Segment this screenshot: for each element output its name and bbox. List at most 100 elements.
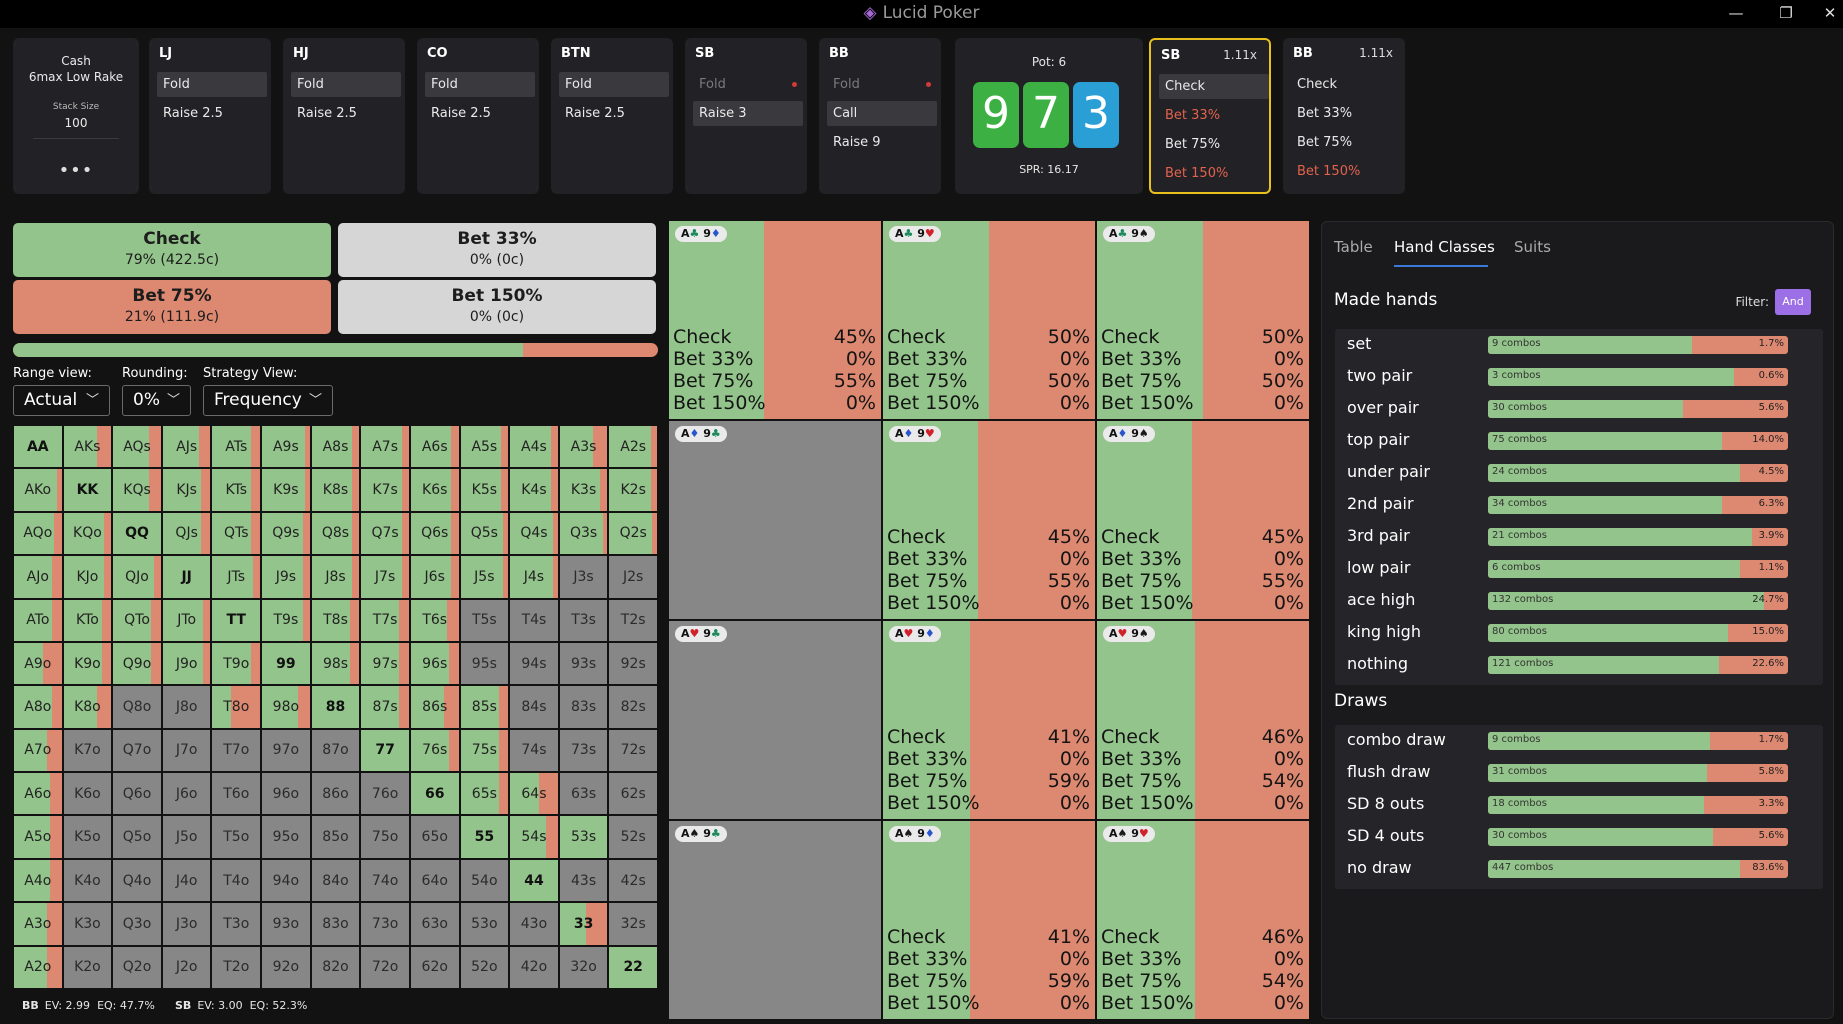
hand-class-row[interactable]: 3rd pair 21 combos 3.9%	[1335, 521, 1823, 553]
hand-cell[interactable]: J7s	[360, 555, 410, 599]
combo-cell[interactable]: A♥ 9♠ Check 46% Bet 33% 0% Bet 75% 54% Bet 150%…	[1097, 621, 1309, 819]
hand-class-row[interactable]: nothing 121 combos 22.6%	[1335, 649, 1823, 681]
hand-cell[interactable]: Q8o	[112, 685, 162, 729]
action-bet-150-[interactable]: Bet 150%	[1291, 159, 1401, 184]
hand-cell[interactable]: 75s	[459, 728, 510, 773]
hand-cell[interactable]: 64s	[509, 772, 559, 816]
hand-cell[interactable]: T9s	[261, 598, 311, 642]
hand-cell[interactable]: J5s	[459, 555, 510, 599]
hand-cell[interactable]: A4s	[509, 425, 559, 469]
hand-cell[interactable]: KTs	[211, 468, 262, 512]
hand-cell[interactable]: JTs	[211, 555, 262, 599]
hand-cell[interactable]: Q7o	[112, 728, 162, 773]
hand-cell[interactable]: K7s	[360, 468, 410, 512]
hand-cell[interactable]: A9o	[13, 641, 63, 686]
hand-cell[interactable]: 76o	[360, 772, 410, 816]
hand-cell[interactable]: AJo	[13, 555, 63, 599]
combo-cell[interactable]: A♥ 9♣	[669, 621, 881, 819]
hand-cell[interactable]: QTs	[211, 511, 262, 556]
close-icon[interactable]: ✕	[1823, 4, 1837, 22]
hand-cell[interactable]: K3s	[558, 468, 609, 512]
hand-cell[interactable]: AKo	[13, 468, 63, 512]
hand-cell[interactable]: J3o	[161, 902, 212, 946]
combo-cell[interactable]: A♣ 9♦ Check 45% Bet 33% 0% Bet 75% 55% Bet 150%…	[669, 221, 881, 419]
hand-cell[interactable]: T3o	[211, 902, 262, 946]
hand-cell[interactable]: K4s	[509, 468, 559, 512]
hand-class-row[interactable]: king high 80 combos 15.0%	[1335, 617, 1823, 649]
hand-cell[interactable]: J5o	[161, 815, 212, 859]
hand-cell[interactable]: 66	[409, 772, 460, 816]
hand-cell[interactable]: K2s	[608, 468, 658, 512]
action-bet-33-[interactable]: Bet 33%	[1291, 101, 1401, 126]
combo-cell[interactable]: A♠ 9♦ Check 41% Bet 33% 0% Bet 75% 59% Bet 150%…	[883, 821, 1095, 1019]
hand-cell[interactable]: 96s	[409, 641, 460, 686]
combo-cell[interactable]: A♥ 9♦ Check 41% Bet 33% 0% Bet 75% 59% Bet 150%…	[883, 621, 1095, 819]
hand-cell[interactable]: Q8s	[310, 511, 361, 556]
hand-cell[interactable]: T6s	[409, 598, 460, 642]
hand-cell[interactable]: QQ	[112, 511, 162, 556]
more-options-icon[interactable]: •••	[58, 160, 94, 181]
hand-cell[interactable]: A3s	[558, 425, 609, 469]
hand-cell[interactable]: T6o	[211, 772, 262, 816]
hand-cell[interactable]: J6o	[161, 772, 212, 816]
combo-cell[interactable]: A♦ 9♠ Check 45% Bet 33% 0% Bet 75% 55% Bet 150%…	[1097, 421, 1309, 619]
hand-cell[interactable]: TT	[211, 598, 262, 642]
hand-cell[interactable]: 22	[608, 945, 658, 989]
hand-cell[interactable]: Q7s	[360, 511, 410, 556]
hand-cell[interactable]: JJ	[161, 555, 212, 599]
hand-cell[interactable]: QJs	[161, 511, 212, 556]
hand-cell[interactable]: 32o	[558, 945, 609, 989]
hand-cell[interactable]: 82o	[310, 945, 361, 989]
hand-cell[interactable]: AA	[13, 425, 63, 469]
hand-cell[interactable]: AQs	[112, 425, 162, 469]
hand-cell[interactable]: J2s	[608, 555, 658, 599]
hand-cell[interactable]: K6o	[62, 772, 113, 816]
hand-cell[interactable]: QJo	[112, 555, 162, 599]
hand-class-row[interactable]: low pair 6 combos 1.1%	[1335, 553, 1823, 585]
hand-cell[interactable]: 93s	[558, 641, 609, 686]
hand-cell[interactable]: 55	[459, 815, 510, 859]
hand-cell[interactable]: 72o	[360, 945, 410, 989]
tab-hand-classes[interactable]: Hand Classes	[1394, 238, 1495, 256]
hand-cell[interactable]: 85o	[310, 815, 361, 859]
hand-cell[interactable]: K6s	[409, 468, 460, 512]
hand-class-row[interactable]: set 9 combos 1.7%	[1335, 329, 1823, 361]
hand-cell[interactable]: T7s	[360, 598, 410, 642]
hand-cell[interactable]: 87s	[360, 685, 410, 729]
hand-cell[interactable]: Q6o	[112, 772, 162, 816]
hand-cell[interactable]: 42s	[608, 858, 658, 903]
hand-cell[interactable]: A8s	[310, 425, 361, 469]
hand-cell[interactable]: Q3o	[112, 902, 162, 946]
hand-cell[interactable]: 99	[261, 641, 311, 686]
hand-cell[interactable]: 83o	[310, 902, 361, 946]
hand-cell[interactable]: J8s	[310, 555, 361, 599]
hand-cell[interactable]: K8s	[310, 468, 361, 512]
hand-cell[interactable]: ATo	[13, 598, 63, 642]
hand-cell[interactable]: T2o	[211, 945, 262, 989]
hand-cell[interactable]: 98s	[310, 641, 361, 686]
hand-cell[interactable]: 84o	[310, 858, 361, 903]
combo-cell[interactable]: A♠ 9♥ Check 46% Bet 33% 0% Bet 75% 54% Bet 150%…	[1097, 821, 1309, 1019]
hand-cell[interactable]: KJs	[161, 468, 212, 512]
hand-cell[interactable]: T8o	[211, 685, 262, 729]
tab-table[interactable]: Table	[1334, 238, 1373, 256]
hand-cell[interactable]: 76s	[409, 728, 460, 773]
action-bet-150-[interactable]: Bet 150%	[1159, 161, 1269, 186]
hand-cell[interactable]: AJs	[161, 425, 212, 469]
hand-cell[interactable]: 96o	[261, 772, 311, 816]
hand-cell[interactable]: A4o	[13, 858, 63, 903]
filter-and-button[interactable]: And	[1775, 289, 1811, 315]
hand-cell[interactable]: 62o	[409, 945, 460, 989]
hand-class-row[interactable]: over pair 30 combos 5.6%	[1335, 393, 1823, 425]
action-fold[interactable]: Fold	[827, 72, 937, 97]
hand-cell[interactable]: 97s	[360, 641, 410, 686]
hand-cell[interactable]: J3s	[558, 555, 609, 599]
hand-cell[interactable]: 94o	[261, 858, 311, 903]
hand-cell[interactable]: Q9s	[261, 511, 311, 556]
hand-cell[interactable]: K7o	[62, 728, 113, 773]
hand-class-row[interactable]: two pair 3 combos 0.6%	[1335, 361, 1823, 393]
hand-cell[interactable]: KK	[62, 468, 113, 512]
hand-cell[interactable]: 82s	[608, 685, 658, 729]
hand-class-row[interactable]: under pair 24 combos 4.5%	[1335, 457, 1823, 489]
action-fold[interactable]: Fold	[425, 72, 535, 97]
